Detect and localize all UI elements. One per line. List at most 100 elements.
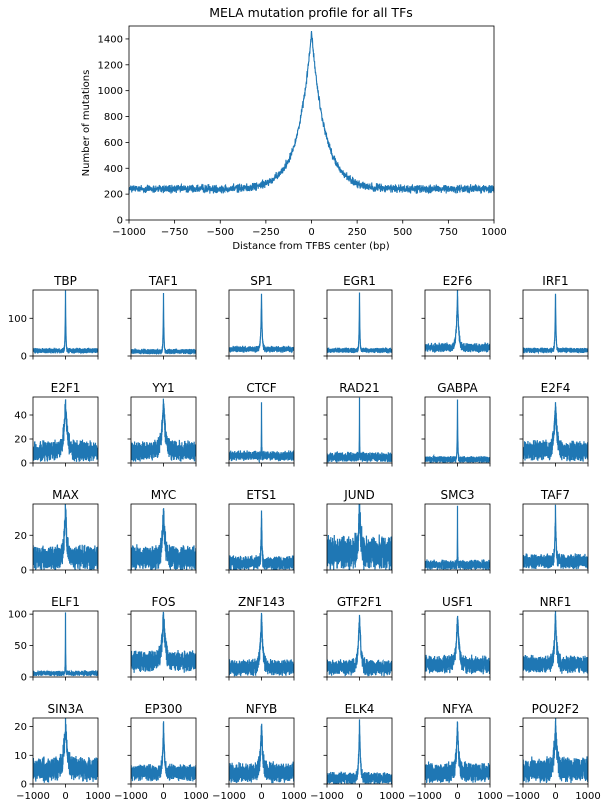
tf-panel-series-line (229, 402, 294, 463)
tf-panel-y-tick-label: 20 (14, 531, 27, 542)
tf-panel-x-tick-label: −1000 (310, 791, 344, 802)
tf-panel-x-tick-label: 1000 (477, 791, 502, 802)
tf-panel-series-line (33, 399, 98, 462)
tf-panel-series-line (327, 614, 392, 677)
tf-panel-x-tick-label: 0 (356, 791, 362, 802)
tf-panel-series-line (229, 510, 294, 570)
tf-panel-title: E2F6 (443, 274, 473, 288)
tf-panel-series-line (131, 508, 196, 570)
tf-panel-y-tick-label: 50 (14, 641, 27, 652)
tf-panel-ep300: EP300 −1000 0 1000 (114, 702, 209, 802)
tf-panel-title: ZNF143 (238, 595, 285, 609)
tf-panel-series-line (33, 290, 98, 355)
main-series-line (128, 30, 495, 195)
tf-panel-series-line (131, 611, 196, 673)
tf-panel-y-tick-label: 20 (14, 722, 27, 733)
tf-panel-series-line (425, 399, 490, 463)
tf-panel-title: TAF7 (540, 488, 570, 502)
tf-panel-y-tick-label: 0 (21, 780, 27, 791)
tf-panel-jund: JUND (323, 488, 393, 574)
tf-panel-gabpa: GABPA (421, 381, 491, 467)
main-x-tick-label: −1000 (112, 227, 146, 238)
tf-panel-title: ELF1 (51, 595, 80, 609)
tf-panel-title: MAX (52, 488, 79, 502)
tf-panel-x-tick-label: 1000 (281, 791, 306, 802)
tf-panel-taf7: TAF7 (519, 488, 589, 574)
tf-panel-series-line (327, 397, 392, 463)
tf-panel-series-line (327, 719, 392, 784)
tf-panel-series-line (33, 612, 98, 677)
tf-panel-rad21: RAD21 (323, 381, 393, 467)
tf-panel-x-tick-label: 1000 (575, 791, 600, 802)
tf-panel-title: ELK4 (345, 702, 375, 716)
tf-panel-title: SMC3 (441, 488, 475, 502)
tf-panel-taf1: TAF1 (127, 274, 197, 360)
main-x-tick-label: 0 (308, 227, 314, 238)
tf-panel-series-line (523, 611, 588, 674)
tf-panel-fos: FOS (127, 595, 197, 681)
tf-panel-title: SIN3A (48, 702, 85, 716)
tf-panel-title: TBP (53, 274, 77, 288)
tf-panel-e2f6: E2F6 (421, 274, 491, 360)
main-x-tick-label: 500 (393, 227, 412, 238)
tf-panel-irf1: IRF1 (519, 274, 589, 360)
tf-panel-smc3: SMC3 (421, 488, 491, 574)
tf-panel-series-line (229, 723, 294, 784)
tf-panel-title: FOS (152, 595, 176, 609)
tf-panel-title: MYC (151, 488, 176, 502)
tf-panel-title: E2F4 (541, 381, 571, 395)
tf-panel-y-tick-label: 100 (8, 314, 27, 325)
tf-panel-series-line (327, 504, 392, 570)
tf-panel-yy1: YY1 (127, 381, 197, 467)
tf-panel-elk4: ELK4 −1000 0 1000 (310, 702, 405, 802)
tf-panel-y-tick-label: 40 (14, 411, 27, 422)
tf-panel-title: EGR1 (343, 274, 376, 288)
tf-panel-y-tick-label: 10 (14, 751, 27, 762)
main-x-tick-label: −500 (207, 227, 234, 238)
tf-panel-y-tick-label: 0 (21, 566, 27, 577)
tf-panel-x-tick-label: 0 (160, 791, 166, 802)
tf-panel-egr1: EGR1 (323, 274, 393, 360)
tf-panel-title: NFYB (246, 702, 277, 716)
tf-panel-tbp: TBP 0 100 (8, 274, 99, 363)
tf-panel-title: JUND (343, 488, 375, 502)
tf-panel-x-tick-label: 0 (258, 791, 264, 802)
tf-panel-series-line (523, 293, 588, 355)
tf-panel-x-tick-label: 0 (552, 791, 558, 802)
tf-panel-title: NRF1 (540, 595, 572, 609)
tf-panel-series-line (425, 505, 490, 570)
tf-panel-series-line (33, 718, 98, 783)
tf-panel-e2f4: E2F4 (519, 381, 589, 467)
tf-panel-series-line (425, 721, 490, 783)
main-y-tick-label: 1400 (98, 34, 123, 45)
main-x-tick-label: 1000 (481, 227, 506, 238)
main-x-tick-label: 250 (348, 227, 367, 238)
tf-panel-x-tick-label: 1000 (85, 791, 110, 802)
tf-panel-series-line (523, 718, 588, 783)
tf-panel-pou2f2: POU2F2 −1000 0 1000 (506, 702, 601, 802)
main-x-axis-label: Distance from TFBS center (bp) (232, 241, 389, 252)
tf-panel-x-tick-label: −1000 (16, 791, 50, 802)
tf-panel-title: GABPA (437, 381, 478, 395)
main-y-axis-label: Number of mutations (81, 70, 92, 177)
tf-panel-y-tick-label: 0 (21, 459, 27, 470)
tf-panel-x-tick-label: 0 (454, 791, 460, 802)
main-x-tick-label: −750 (161, 227, 188, 238)
tf-panel-y-tick-label: 100 (8, 610, 27, 621)
tf-panel-y-tick-label: 0 (21, 673, 27, 684)
tf-panel-title: NFYA (442, 702, 473, 716)
tf-panel-title: EP300 (145, 702, 183, 716)
main-x-ticks: −1000 −750 −500 −250 0 250 500 750 1000 (112, 220, 507, 238)
tf-panel-nfyb: NFYB −1000 0 1000 (212, 702, 307, 802)
tf-panel-sp1: SP1 (225, 274, 295, 360)
tf-panel-x-tick-label: 1000 (379, 791, 404, 802)
tf-panel-ctcf: CTCF (225, 381, 295, 467)
main-y-ticks: 0 200 400 600 800 1000 1200 1400 (98, 34, 129, 227)
tf-panel-y-tick-label: 0 (21, 352, 27, 363)
tf-panel-e2f1: E2F1 0 20 40 (14, 381, 99, 470)
main-y-tick-label: 0 (117, 216, 123, 227)
